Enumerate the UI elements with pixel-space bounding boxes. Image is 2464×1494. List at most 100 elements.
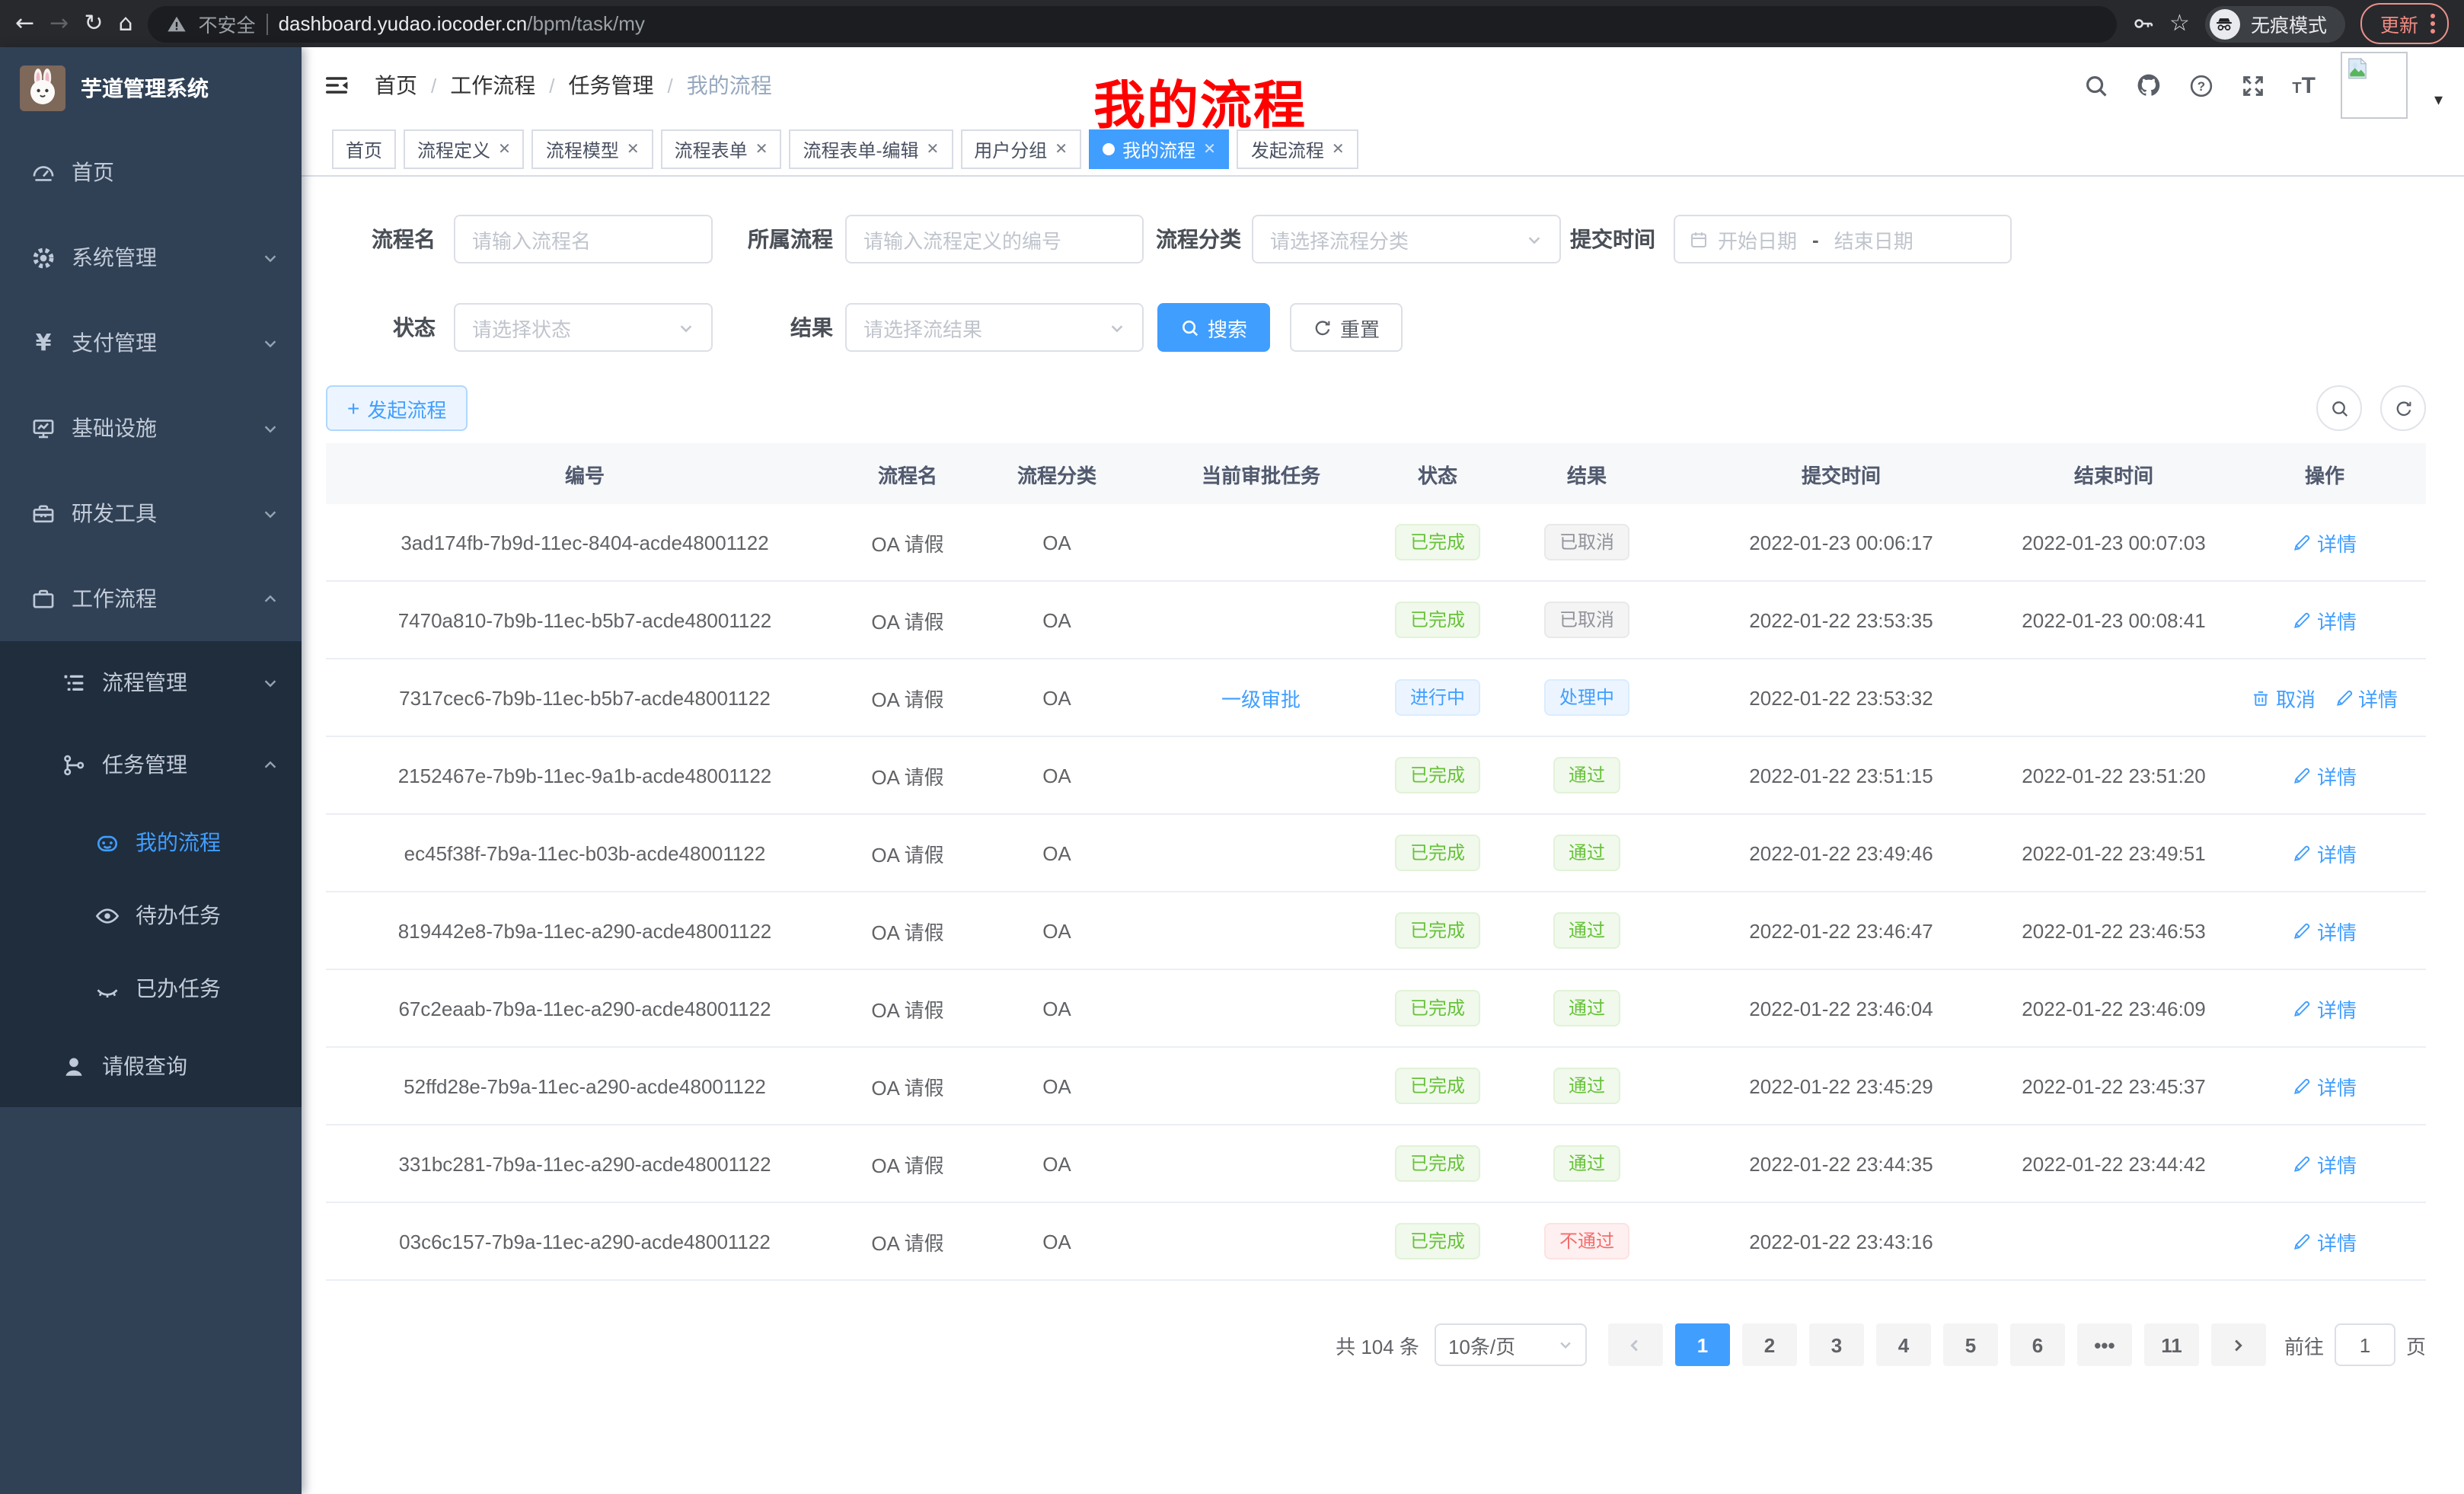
close-icon[interactable]: ✕ — [1055, 141, 1068, 158]
breadcrumb-item[interactable]: 任务管理 — [568, 73, 654, 97]
page-button-6[interactable]: 6 — [2009, 1323, 2065, 1366]
sidebar-item-done-tasks[interactable]: 已办任务 — [0, 952, 302, 1025]
sidebar-item-infrastructure[interactable]: 基础设施 — [0, 385, 302, 471]
back-icon[interactable]: ← — [15, 9, 35, 37]
detail-link[interactable]: 详情 — [2293, 1071, 2357, 1100]
sidebar-item-task-mgmt[interactable]: 任务管理 — [0, 723, 302, 806]
page-button-3[interactable]: 3 — [1808, 1323, 1864, 1366]
goto-page-input[interactable] — [2334, 1323, 2395, 1366]
start-process-button[interactable]: + 发起流程 — [326, 385, 468, 431]
close-icon[interactable]: ✕ — [626, 141, 640, 158]
column-header: 状态 — [1417, 464, 1457, 487]
sidebar-item-system[interactable]: 系统管理 — [0, 215, 302, 300]
close-icon[interactable]: ✕ — [926, 141, 940, 158]
submit-time-range-picker[interactable]: 开始日期 - 结束日期 — [1674, 215, 2012, 263]
chevron-down-icon — [1526, 231, 1543, 247]
reset-button[interactable]: 重置 — [1290, 303, 1403, 352]
cell-status: 已完成 — [1380, 990, 1495, 1026]
sidebar-item-leave-query[interactable]: 请假查询 — [0, 1025, 302, 1107]
page-size-select[interactable]: 10条/页 — [1434, 1323, 1587, 1366]
page-button-4[interactable]: 4 — [1875, 1323, 1931, 1366]
sidebar-collapse-icon[interactable] — [323, 72, 350, 99]
detail-link[interactable]: 详情 — [2293, 1227, 2357, 1256]
cell-status: 已完成 — [1380, 1068, 1495, 1104]
breadcrumb-item[interactable]: 工作流程 — [450, 73, 536, 97]
detail-link[interactable]: 详情 — [2293, 605, 2357, 634]
show-search-button[interactable] — [2316, 385, 2362, 431]
app-logo[interactable]: 芋道管理系统 — [0, 47, 302, 129]
status-select[interactable]: 请选择状态 — [454, 303, 713, 352]
cell-actions: 取消 详情 — [2223, 683, 2426, 712]
filter-row-2: 状态 请选择状态 结果 请选择流结果 搜索 重置 — [326, 303, 2440, 352]
address-bar[interactable]: 不安全 dashboard.yudao.iocoder.cn/bpm/task/… — [148, 5, 2117, 42]
tab-process-model[interactable]: 流程模型 ✕ — [531, 129, 653, 169]
detail-link[interactable]: 详情 — [2293, 838, 2357, 867]
home-icon[interactable]: ⌂ — [118, 9, 133, 37]
breadcrumb-item[interactable]: 首页 — [375, 73, 417, 97]
avatar-caret-icon[interactable]: ▾ — [2434, 90, 2443, 110]
cell-process-name: OA 请假 — [871, 1154, 944, 1176]
result-select[interactable]: 请选择流结果 — [845, 303, 1144, 352]
sidebar-item-process-mgmt[interactable]: 流程管理 — [0, 641, 302, 723]
key-icon[interactable] — [2131, 12, 2154, 35]
pencil-icon — [2334, 688, 2354, 707]
tab-process-form-edit[interactable]: 流程表单-编辑 ✕ — [789, 129, 953, 169]
bookmark-star-icon[interactable]: ☆ — [2169, 9, 2190, 37]
close-icon[interactable]: ✕ — [498, 141, 511, 158]
status-badge: 已完成 — [1394, 912, 1480, 949]
next-page-button[interactable] — [2210, 1323, 2266, 1366]
task-link[interactable]: 一级审批 — [1221, 688, 1301, 710]
sidebar-item-my-process[interactable]: 我的流程 — [0, 806, 302, 879]
category-select[interactable]: 请选择流程分类 — [1252, 215, 1561, 263]
page-button-1[interactable]: 1 — [1674, 1323, 1730, 1366]
sidebar-item-payment[interactable]: ¥ 支付管理 — [0, 300, 302, 385]
cancel-link[interactable]: 取消 — [2252, 683, 2316, 712]
dashboard-icon — [30, 159, 56, 185]
chevron-down-icon — [1558, 1337, 1573, 1352]
tab-user-group[interactable]: 用户分组 ✕ — [960, 129, 1082, 169]
breadcrumb: 首页 / 工作流程 / 任务管理 / 我的流程 — [375, 70, 772, 101]
reload-icon[interactable]: ↻ — [84, 9, 104, 37]
search-icon[interactable] — [2083, 72, 2109, 98]
sidebar-item-workflow[interactable]: 工作流程 — [0, 556, 302, 641]
tab-process-def[interactable]: 流程定义 ✕ — [404, 129, 525, 169]
help-icon[interactable]: ? — [2188, 72, 2214, 98]
update-button[interactable]: 更新 — [2360, 3, 2449, 44]
detail-link[interactable]: 详情 — [2334, 683, 2398, 712]
close-icon[interactable]: ✕ — [1203, 141, 1216, 158]
forward-icon[interactable]: → — [49, 9, 69, 37]
sidebar-item-todo-tasks[interactable]: 待办任务 — [0, 879, 302, 952]
detail-link[interactable]: 详情 — [2293, 994, 2357, 1023]
search-button[interactable]: 搜索 — [1157, 303, 1271, 352]
prev-page-button[interactable] — [1607, 1323, 1663, 1366]
breadcrumb-item: 我的流程 — [686, 73, 772, 97]
cell-process-id: 52ffd28e-7b9a-11ec-a290-acde48001122 — [404, 1074, 766, 1097]
close-icon[interactable]: ✕ — [1331, 141, 1345, 158]
github-icon[interactable] — [2135, 72, 2162, 99]
detail-link[interactable]: 详情 — [2293, 1149, 2357, 1178]
process-def-input[interactable]: 请输入流程定义的编号 — [845, 215, 1144, 263]
detail-link[interactable]: 详情 — [2293, 528, 2357, 557]
cell-category: OA — [1042, 686, 1071, 709]
process-name-input[interactable]: 请输入流程名 — [454, 215, 713, 263]
tab-start-process[interactable]: 发起流程 ✕ — [1237, 129, 1358, 169]
tab-home[interactable]: 首页 — [332, 129, 397, 169]
fullscreen-icon[interactable] — [2240, 72, 2266, 98]
detail-link[interactable]: 详情 — [2293, 916, 2357, 945]
page-button-11[interactable]: 11 — [2143, 1323, 2199, 1366]
tab-my-process[interactable]: 我的流程 ✕ — [1089, 129, 1230, 169]
sidebar-item-home[interactable]: 首页 — [0, 129, 302, 215]
avatar[interactable] — [2341, 52, 2408, 119]
pencil-icon — [2293, 1231, 2312, 1251]
page-button-5[interactable]: 5 — [1942, 1323, 1998, 1366]
close-icon[interactable]: ✕ — [755, 141, 768, 158]
pager-ellipsis[interactable]: ••• — [2076, 1323, 2132, 1366]
page-button-2[interactable]: 2 — [1741, 1323, 1797, 1366]
column-header: 当前审批任务 — [1201, 464, 1320, 487]
sidebar-item-dev-tools[interactable]: 研发工具 — [0, 471, 302, 556]
refresh-button[interactable] — [2380, 385, 2426, 431]
tab-process-form[interactable]: 流程表单 ✕ — [660, 129, 782, 169]
detail-link[interactable]: 详情 — [2293, 761, 2357, 790]
browser-menu-dots-icon[interactable] — [2430, 14, 2435, 34]
font-size-icon[interactable]: TT — [2292, 72, 2316, 98]
